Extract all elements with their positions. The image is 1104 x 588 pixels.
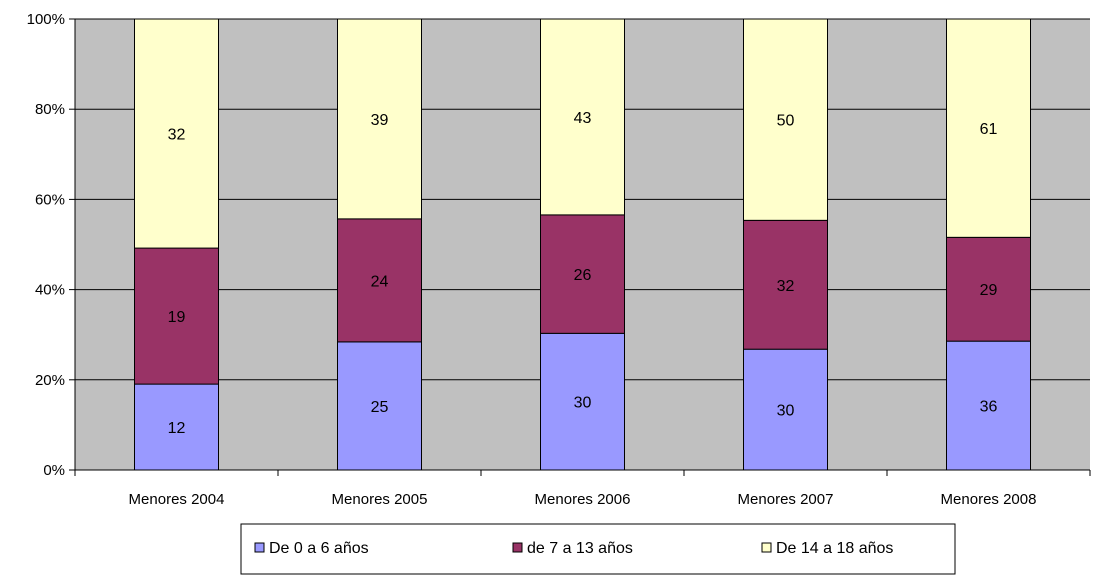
- bar-segment: [540, 214, 625, 334]
- y-tick-label: 20%: [35, 372, 65, 389]
- bar-segment: [540, 18, 625, 216]
- legend-label: de 7 a 13 años: [527, 540, 633, 557]
- legend: De 0 a 6 años de 7 a 13 años De 14 a 18 añ…: [240, 523, 956, 575]
- bar-segment: [540, 332, 625, 471]
- bar-segment: [134, 247, 219, 385]
- legend-label: De 0 a 6 años: [269, 540, 369, 557]
- data-label: 25: [371, 399, 389, 416]
- data-label: 30: [777, 403, 795, 420]
- bar-segment: [743, 18, 828, 221]
- bar-segment: [946, 18, 1031, 238]
- y-tick-label: 80%: [35, 101, 65, 118]
- bar-segment: [337, 341, 422, 471]
- data-label: 29: [980, 282, 998, 299]
- bar-segment: [337, 18, 422, 220]
- legend-swatch: [254, 542, 265, 553]
- data-label: 12: [168, 420, 186, 437]
- data-label: 61: [980, 121, 998, 138]
- x-category-label: Menores 2005: [332, 491, 428, 508]
- data-label: 19: [168, 309, 186, 326]
- legend-label: De 14 a 18 años: [776, 540, 893, 557]
- y-tick-label: 40%: [35, 282, 65, 299]
- y-tick-label: 60%: [35, 191, 65, 208]
- data-label: 30: [574, 395, 592, 412]
- bar-segment: [743, 219, 828, 350]
- data-label: 32: [777, 278, 795, 295]
- data-label: 32: [168, 127, 186, 144]
- data-label: 36: [980, 399, 998, 416]
- x-category-label: Menores 2006: [535, 491, 631, 508]
- x-category-label: Menores 2008: [941, 491, 1037, 508]
- legend-box: [240, 523, 956, 575]
- y-tick-label: 100%: [27, 11, 65, 28]
- data-label: 43: [574, 110, 592, 127]
- bar-segment: [134, 383, 219, 471]
- bar-segment: [134, 18, 219, 249]
- x-category-label: Menores 2004: [129, 491, 225, 508]
- legend-swatch: [761, 542, 772, 553]
- data-label: 50: [777, 113, 795, 130]
- bar-segment: [946, 340, 1031, 471]
- x-category-label: Menores 2007: [738, 491, 834, 508]
- axes: 0% 20% 40% 60% 80% 100% Menores 2004 Menores 20…: [27, 11, 1091, 508]
- bar-segment: [946, 236, 1031, 342]
- y-tick-label: 0%: [43, 462, 65, 479]
- bars: 12 19 32 25 24 39 30 26 43 30 32 50 36 29 61: [134, 18, 1031, 471]
- data-label: 39: [371, 112, 389, 129]
- data-label: 26: [574, 267, 592, 284]
- legend-swatch: [512, 542, 523, 553]
- data-label: 24: [371, 273, 389, 290]
- bar-segment: [743, 348, 828, 471]
